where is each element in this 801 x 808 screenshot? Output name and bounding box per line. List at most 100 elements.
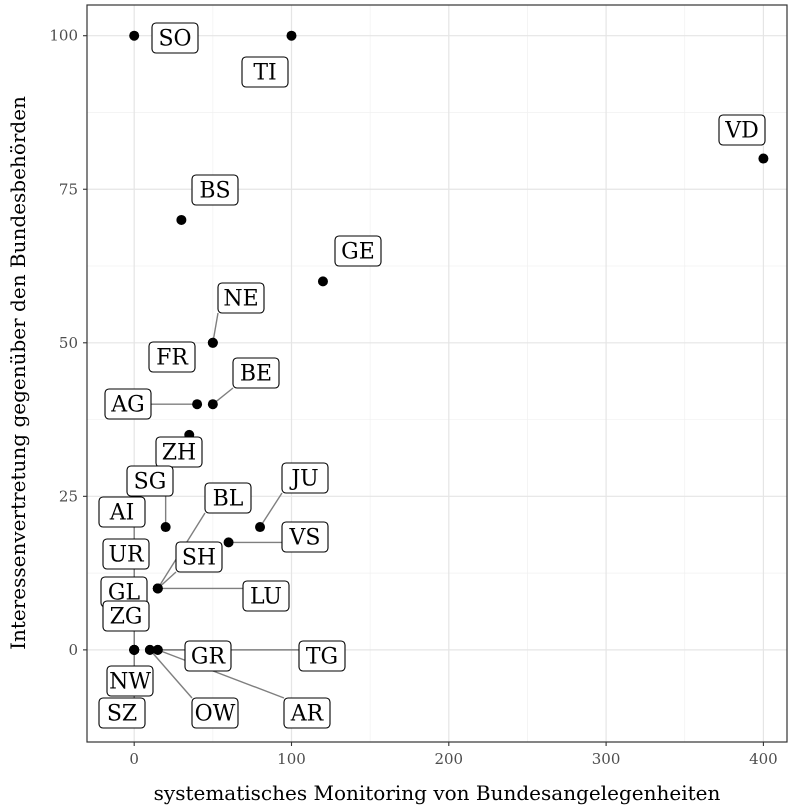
data-point-ar [152,644,163,655]
point-label-ju: JU [281,462,329,494]
label-text: GE [341,240,375,265]
y-tick-label: 25 [59,487,78,505]
data-point-be [207,399,218,410]
label-text: SO [158,27,191,52]
label-text: UR [108,543,145,568]
leader-line-ow [149,649,193,699]
label-text: VD [724,119,759,144]
label-text: BE [240,362,272,387]
label-text: ZG [110,605,143,630]
label-text: VS [289,526,321,551]
point-label-nw: NW [106,665,154,697]
plot-border [86,4,788,743]
point-label-be: BE [232,357,280,389]
leader-line-ju [259,492,283,528]
leader-line-ne [212,312,219,343]
point-label-vd: VD [718,114,766,146]
point-label-vs: VS [281,521,329,553]
label-box [191,697,239,729]
point-label-zh: ZH [155,436,203,468]
data-point-lu [152,583,163,594]
label-box [98,496,146,528]
label-box [283,697,331,729]
label-box [106,665,154,697]
label-box [217,282,265,314]
point-label-ge: GE [334,235,382,267]
point-label-bl: BL [204,482,252,514]
label-text: BL [213,487,244,512]
x-tick-label: 300 [592,750,621,768]
grid [87,5,787,742]
x-tick-label: 100 [277,750,306,768]
data-point-sg [160,522,171,533]
label-box [334,235,382,267]
label-box [298,640,346,672]
label-text: SZ [107,702,137,727]
data-point-ti [286,30,297,41]
y-tick-label: 50 [59,334,78,352]
label-box [104,388,152,420]
y-tick-label: 100 [49,27,78,45]
axis-ticks: 0 100 200 300 400 0 25 50 75 100 [49,27,777,768]
label-box [151,22,199,54]
data-point-ow [144,644,155,655]
label-box [98,697,146,729]
label-box [148,341,196,373]
label-text: NE [223,287,258,312]
label-box [102,538,150,570]
leader-line-ar [157,649,285,699]
point-label-lu: LU [242,580,290,612]
label-text: JU [289,467,318,492]
plot-panel [87,5,787,742]
x-tick-label: 0 [129,750,139,768]
label-text: AG [110,393,144,418]
label-text: TI [253,61,276,86]
point-label-sz: SZ [98,697,146,729]
point-label-sg: SG [126,465,174,497]
label-text: ZH [162,441,196,466]
point-label-ow: OW [191,697,239,729]
x-tick-label: 400 [749,750,778,768]
point-label-ur: UR [102,538,150,570]
label-box [232,357,280,389]
point-label-zg: ZG [102,600,150,632]
data-points [129,30,769,655]
data-point-vd [758,153,769,164]
point-label-bs: BS [191,174,239,206]
label-text: AI [109,501,135,526]
y-axis-title: Interessenvertretung gegenüber den Bunde… [6,96,30,650]
point-label-fr: FR [148,341,196,373]
label-box [175,541,223,573]
label-text: SG [134,470,167,495]
label-text: FR [156,346,189,371]
label-text: OW [195,702,236,727]
point-label-sh: SH [175,541,223,573]
label-text: TG [306,645,338,670]
label-box [102,600,150,632]
x-axis-title: systematisches Monitoring von Bundesange… [154,781,721,805]
label-box [184,640,232,672]
label-box [281,521,329,553]
point-label-ar: AR [283,697,331,729]
x-tick-label: 200 [434,750,463,768]
label-box [191,174,239,206]
data-point-bs [176,214,187,225]
data-point-ag [192,399,203,410]
point-label-gr: GR [184,640,232,672]
data-point-so [129,30,140,41]
data-point-vs [223,537,234,548]
label-box [155,436,203,468]
point-label-tg: TG [298,640,346,672]
data-point-ju [255,522,266,533]
label-box [126,465,174,497]
label-text: NW [109,670,151,695]
data-point-sz [129,644,140,655]
label-box [242,580,290,612]
point-label-ti: TI [241,56,289,88]
label-text: AR [290,702,325,727]
data-point-fr [207,337,218,348]
y-tick-label: 75 [59,180,78,198]
label-text: SH [182,546,216,571]
